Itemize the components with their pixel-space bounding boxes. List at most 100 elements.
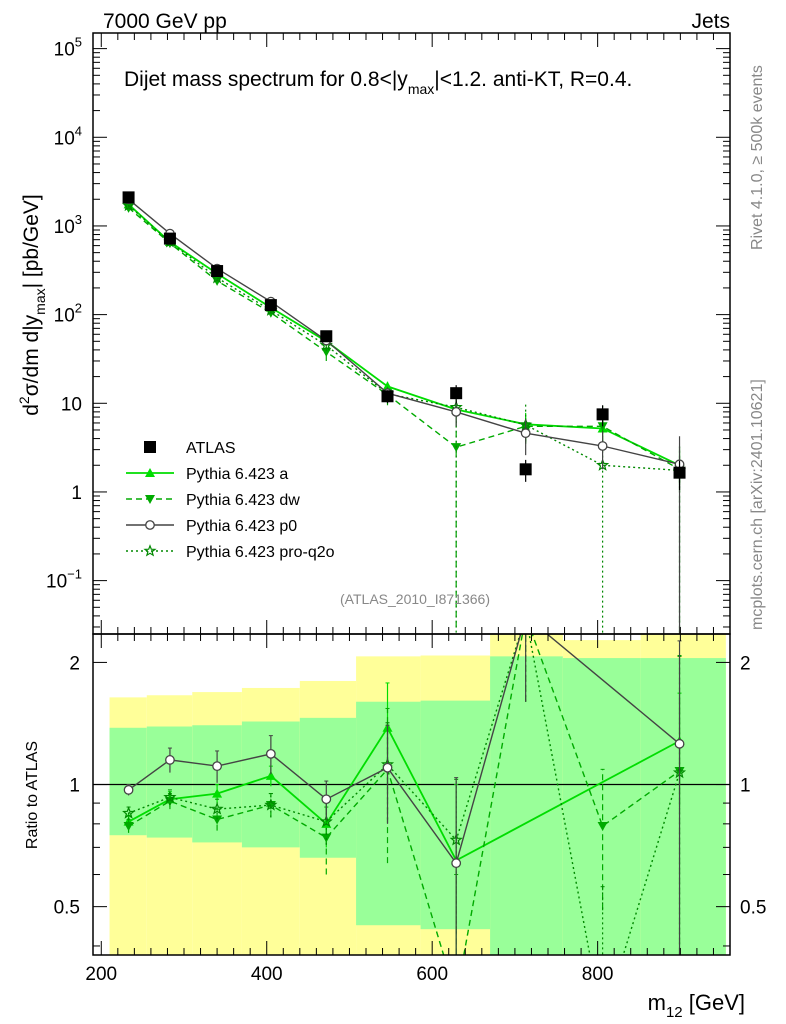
main-line-a	[127, 203, 680, 467]
plot-title: Dijet mass spectrum for 0.8<|ymax|<1.2. …	[124, 68, 632, 97]
ratio-point-pro	[122, 806, 136, 819]
main-point-data	[450, 387, 463, 400]
y-tick-label-ratio: 2	[69, 653, 80, 674]
y-tick-label-ratio: 0.5	[54, 898, 80, 919]
ratio-point-p0	[521, 612, 530, 621]
ratio-panel-frame	[92, 633, 731, 956]
ratio-line-a	[128, 725, 680, 862]
band-green-bin	[420, 700, 491, 930]
ratio-point-p0	[212, 761, 222, 772]
legend-entry-pythia-dw: Pythia 6.423 dw	[126, 492, 300, 509]
ratio-point-pro	[163, 790, 177, 803]
ratio-point-pro	[319, 814, 333, 828]
legend-marker-pythia-p0	[126, 520, 174, 530]
ratio-point-p0	[123, 784, 134, 795]
y-tick-label-ratio-right: 0.5	[740, 898, 766, 919]
main-point-data	[122, 191, 135, 204]
legend: ATLAS Pythia 6.423 a Pythia 6.423 dw Pyt…	[126, 440, 335, 561]
y-tick-label-main: 1	[71, 483, 82, 504]
main-point-dw	[451, 443, 462, 453]
ratio-point-p0	[451, 858, 462, 869]
y-tick-label-ratio: 1	[69, 776, 80, 797]
ratio-point-dw	[521, 612, 531, 621]
legend-marker-atlas	[144, 441, 156, 453]
ratio-y-axis-label: Ratio to ATLAS	[24, 741, 41, 849]
header-process-label: Jets	[691, 10, 730, 33]
ratio-point-pro	[210, 802, 224, 815]
main-series-data	[122, 191, 686, 491]
mcplots-reference-label: mcplots.cern.ch [arXiv:2401.10621]	[749, 379, 766, 630]
ratio-point-p0	[165, 755, 175, 765]
legend-symbol-dw	[145, 495, 155, 504]
legend-symbol-p0	[145, 520, 155, 530]
main-line-p0	[128, 198, 680, 465]
y-tick-label-main: 103	[54, 212, 82, 238]
ratio-line-pro	[128, 634, 681, 955]
ratio-point-pro	[521, 611, 531, 621]
y-tick-label-main: 104	[54, 123, 82, 149]
ratio-point-dw	[123, 822, 134, 832]
ratio-point-p0	[674, 738, 685, 749]
ratio-point-a	[265, 770, 276, 780]
main-series-dw	[123, 203, 685, 634]
y-tick-label-main: 10	[61, 394, 82, 415]
ratio-point-p0	[321, 794, 332, 805]
legend-entry-pythia-a: Pythia 6.423 a	[126, 466, 288, 483]
main-point-p0	[451, 406, 462, 417]
ratio-point-pro	[264, 798, 278, 811]
ratio-uncertainty-bands	[109, 634, 726, 955]
main-point-p0	[520, 428, 531, 439]
band-green-bin	[562, 658, 641, 955]
main-point-a	[382, 381, 393, 391]
x-tick-label: 400	[251, 964, 283, 985]
main-point-data	[519, 463, 532, 476]
legend-marker-pythia-pro-q2o	[126, 544, 174, 557]
band-green-bin	[146, 726, 193, 838]
main-point-data	[673, 466, 686, 479]
ratio-point-dw	[212, 815, 223, 825]
analysis-id: (ATLAS_2010_I871366)	[340, 591, 490, 607]
ratio-line-dw	[128, 634, 680, 955]
x-tick-label: 600	[416, 964, 448, 985]
ratio-point-dw	[597, 822, 608, 832]
ratio-series-p0	[123, 612, 685, 955]
legend-entry-pythia-p0: Pythia 6.423 p0	[126, 518, 297, 535]
x-axis-label: m12 [GeV]	[648, 990, 745, 1021]
legend-marker-pythia-dw	[126, 495, 174, 504]
y-tick-label-main: 10−1	[46, 567, 82, 593]
legend-label-pythia-dw: Pythia 6.423 dw	[186, 492, 300, 509]
main-panel-series	[122, 191, 687, 634]
x-tick-label: 800	[582, 964, 614, 985]
legend-label-pythia-pro-q2o: Pythia 6.423 pro-q2o	[186, 544, 335, 561]
ratio-point-dw	[451, 993, 461, 1002]
legend-symbol-a	[145, 468, 155, 477]
band-green-bin	[640, 658, 726, 955]
main-y-axis-label: d2σ/dm d|ymax| [pb/GeV]	[16, 194, 48, 416]
legend-symbol-pro	[143, 544, 157, 557]
x-tick-label: 200	[85, 964, 117, 985]
main-point-data	[381, 390, 394, 403]
ratio-panel-series	[122, 611, 687, 1024]
ratio-point-p0	[382, 762, 393, 773]
band-green-bin	[490, 656, 563, 955]
main-point-dw	[321, 347, 332, 357]
main-line-pro	[128, 204, 680, 472]
y-tick-label-main: 102	[54, 301, 82, 327]
legend-label-pythia-p0: Pythia 6.423 p0	[186, 518, 297, 535]
rivet-version-label: Rivet 4.1.0, ≥ 500k events	[749, 65, 766, 250]
main-line-dw	[128, 207, 680, 470]
main-point-pro	[122, 198, 136, 212]
ratio-point-p0	[265, 748, 276, 759]
y-tick-label-main: 105	[54, 35, 82, 61]
legend-entry-atlas: ATLAS	[144, 440, 236, 457]
header-energy-label: 7000 GeV pp	[103, 10, 227, 33]
legend-label-pythia-a: Pythia 6.423 a	[186, 466, 288, 483]
band-green-bin	[356, 701, 421, 926]
main-point-data	[320, 330, 333, 343]
y-tick-label-ratio-right: 1	[740, 776, 751, 797]
legend-entry-pythia-pro-q2o: Pythia 6.423 pro-q2o	[126, 544, 335, 561]
ratio-point-pro	[598, 1017, 608, 1024]
legend-marker-pythia-a	[126, 468, 174, 477]
axis-ticks	[93, 33, 730, 955]
